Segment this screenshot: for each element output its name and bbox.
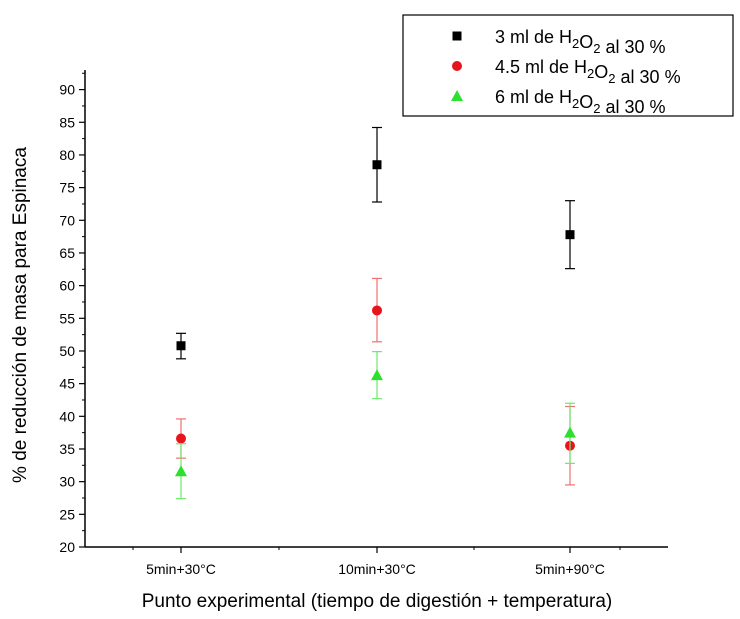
y-tick-label: 35 bbox=[59, 441, 75, 457]
y-tick-label: 55 bbox=[59, 310, 75, 326]
data-point bbox=[371, 369, 383, 381]
x-tick-label: 10min+30°C bbox=[338, 561, 416, 577]
y-tick-label: 60 bbox=[59, 278, 75, 294]
legend-label: 4.5 ml de H2O2 al 30 % bbox=[495, 57, 681, 87]
data-point bbox=[176, 341, 186, 351]
axes: 20 25 30 35 40 45 50 55 60 65 70 75 80 85 90 5min+30°C 1… bbox=[59, 70, 668, 577]
data-point bbox=[175, 465, 187, 477]
legend-marker bbox=[451, 90, 463, 101]
y-tick-label: 20 bbox=[59, 539, 75, 555]
y-tick-label: 40 bbox=[59, 408, 75, 424]
y-tick-label: 90 bbox=[59, 82, 75, 98]
data-point bbox=[372, 305, 382, 316]
legend: 3 ml de H2O2 al 30 %4.5 ml de H2O2 al 30… bbox=[402, 14, 734, 117]
data-point bbox=[176, 433, 186, 444]
series-triangle bbox=[175, 351, 576, 500]
x-tick-label: 5min+30°C bbox=[146, 561, 216, 577]
data-point bbox=[565, 230, 575, 240]
data-marks bbox=[175, 126, 576, 500]
y-tick-label: 25 bbox=[59, 506, 75, 522]
x-tick-label: 5min+90°C bbox=[535, 561, 605, 577]
y-tick-label: 45 bbox=[59, 376, 75, 392]
data-point bbox=[564, 426, 576, 438]
y-tick-label: 80 bbox=[59, 147, 75, 163]
y-tick-label: 70 bbox=[59, 212, 75, 228]
legend-marker bbox=[452, 31, 462, 41]
legend-marker bbox=[452, 61, 462, 71]
data-point bbox=[372, 160, 382, 170]
y-tick-label: 85 bbox=[59, 114, 75, 130]
y-tick-label: 50 bbox=[59, 343, 75, 359]
legend-label: 6 ml de H2O2 al 30 % bbox=[495, 87, 666, 117]
y-tick-label: 75 bbox=[59, 180, 75, 196]
y-axis-title: % de reducción de masa para Espinaca bbox=[10, 147, 31, 483]
legend-label: 3 ml de H2O2 al 30 % bbox=[495, 27, 666, 57]
y-tick-label: 30 bbox=[59, 474, 75, 490]
series-circle bbox=[176, 277, 575, 486]
series-square bbox=[176, 126, 575, 360]
x-axis-title: Punto experimental (tiempo de digestión … bbox=[142, 591, 613, 612]
y-tick-label: 65 bbox=[59, 245, 75, 261]
